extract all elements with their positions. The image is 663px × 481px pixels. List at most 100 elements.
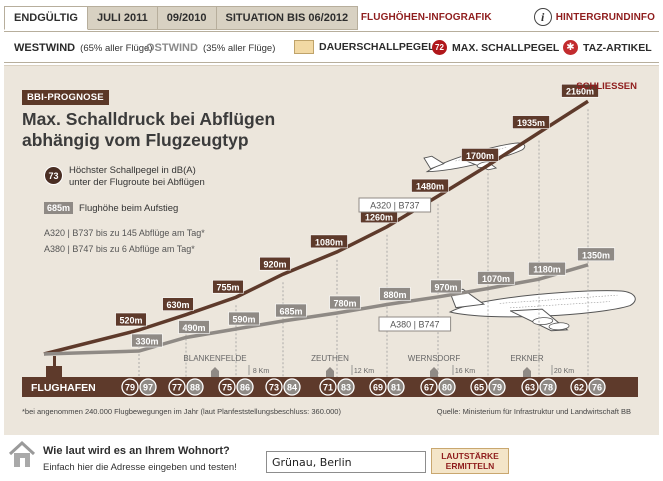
- calculate-volume-button[interactable]: LAUTSTÄRKE ERMITTELN: [431, 448, 509, 474]
- a320-altitude-label: 1935m: [517, 118, 545, 128]
- paw-icon: ✱: [563, 40, 578, 55]
- a320-altitude-label-box: [411, 178, 449, 193]
- a380-db-circle: [139, 378, 157, 396]
- a320-altitude-label: 920m: [263, 260, 286, 270]
- a320-db-circle: [319, 378, 337, 396]
- hintergrundinfo-link[interactable]: HINTERGRUNDINFO: [555, 11, 655, 23]
- ostwind-share: (35% aller Flüge): [203, 43, 276, 54]
- a380-db-value: 83: [341, 383, 351, 393]
- a380-db-circle: [387, 378, 405, 396]
- prognose-panel: FLUGHAFEN 520m 630m 755m 920m 1080m 1260m 1480m…: [4, 65, 659, 435]
- a380-db-circle: [539, 378, 557, 396]
- a320-altitude-label: 755m: [216, 283, 239, 293]
- a380-altitude-label-box: [228, 311, 260, 326]
- a320-flight-line: [43, 99, 589, 356]
- address-bar: Wie laut wird es an Ihrem Wohnort? Einfa…: [0, 435, 663, 481]
- a380-db-value: 88: [190, 383, 200, 393]
- km-label: 12 Km: [354, 368, 374, 375]
- place-label: WERNSDORF: [408, 354, 461, 363]
- tower-icon: [46, 366, 62, 377]
- prognose-badge: BBI-PROGNOSE: [22, 90, 109, 105]
- westwind-toggle[interactable]: WESTWIND (65% aller Flüge): [14, 42, 153, 54]
- a380-altitude-label: 780m: [333, 298, 356, 308]
- a320-altitude-label-box: [259, 256, 291, 271]
- a320-altitude-label-box: [115, 312, 147, 327]
- tower-mast: [53, 356, 56, 366]
- tab-endgueltig[interactable]: ENDGÜLTIG: [4, 6, 88, 30]
- taz-label: TAZ-ARTIKEL: [583, 41, 652, 54]
- a380-db-circle: [236, 378, 254, 396]
- max-schall-toggle[interactable]: 72 MAX. SCHALLPEGEL: [432, 40, 559, 55]
- address-hint: Einfach hier die Adresse eingeben und te…: [43, 462, 237, 473]
- a380-altitude-label: 970m: [434, 282, 457, 292]
- flughafen-label: FLUGHAFEN: [31, 382, 96, 394]
- note-a380: A380 | B747 bis zu 6 Abflüge am Tag*: [44, 244, 195, 254]
- legend-level-line1: Höchster Schallpegel in dB(A): [69, 165, 196, 176]
- a320-db-circle: [570, 378, 588, 396]
- airplanes: [423, 142, 636, 332]
- tab-situation-2012[interactable]: SITUATION BIS 06/2012: [216, 6, 359, 30]
- a380-altitude-label-box: [577, 247, 615, 262]
- a380-db-value: 76: [592, 383, 602, 393]
- taz-toggle[interactable]: ✱ TAZ-ARTIKEL: [563, 40, 652, 55]
- a380-altitude-label-box: [430, 279, 462, 294]
- a380-db-value: 79: [492, 383, 502, 393]
- a320-db-value: 63: [525, 383, 535, 393]
- a380-altitude-label-box: [178, 320, 210, 334]
- footnote: *bei angenommen 240.000 Flugbewegungen i…: [22, 407, 341, 416]
- ostwind-toggle[interactable]: OSTWIND (35% aller Flüge): [146, 42, 275, 54]
- a320-db-value: 73: [269, 383, 279, 393]
- a320-altitude-label-box: [512, 115, 550, 129]
- a380-db-circle: [438, 378, 456, 396]
- a380-db-circle: [337, 378, 355, 396]
- km-label: 8 Km: [253, 368, 270, 375]
- legend-altitude: 685m Flughöhe beim Aufstieg: [44, 202, 178, 214]
- a320-altitude-label: 1260m: [365, 212, 393, 222]
- a380-db-value: 78: [543, 383, 553, 393]
- place-house-icon: [211, 367, 219, 377]
- westwind-label: WESTWIND: [14, 42, 76, 54]
- a380-altitude-label: 1350m: [582, 250, 610, 260]
- a380-db-value: 97: [143, 383, 153, 393]
- a380-altitude-label: 1070m: [482, 274, 510, 284]
- a320-db-value: 79: [125, 383, 135, 393]
- a380-db-value: 86: [240, 383, 250, 393]
- address-input[interactable]: [266, 451, 426, 473]
- a320-altitude-label-box: [162, 297, 194, 311]
- tab-09-2010[interactable]: 09/2010: [157, 6, 217, 30]
- place-label: ERKNER: [510, 354, 544, 363]
- a380-series-tag-box: [378, 316, 452, 332]
- flight-chart: FLUGHAFEN 520m 630m 755m 920m 1080m 1260m 1480m…: [22, 83, 638, 397]
- km-label: 16 Km: [455, 368, 475, 375]
- place-house-icon: [523, 367, 531, 377]
- a320-altitude-label-box: [212, 279, 244, 294]
- a320-altitude-label: 2160m: [566, 87, 594, 97]
- filter-bar: WESTWIND (65% aller Flüge) OSTWIND (35% …: [4, 31, 659, 63]
- a380-altitude-label-box: [528, 261, 566, 276]
- a320-db-circle: [521, 378, 539, 396]
- a380-db-circle: [283, 378, 301, 396]
- calculate-button-line1: LAUTSTÄRKE: [441, 451, 499, 461]
- place-house-icon: [326, 367, 334, 377]
- a380-db-value: 81: [391, 383, 401, 393]
- address-question: Wie laut wird es an Ihrem Wohnort?: [43, 445, 230, 457]
- westwind-share: (65% aller Flüge): [80, 43, 153, 54]
- place-label: ZEUTHEN: [311, 354, 349, 363]
- tab-juli-2011[interactable]: JULI 2011: [87, 6, 158, 30]
- a320-db-circle: [470, 378, 488, 396]
- close-button[interactable]: SCHLIESSEN: [576, 81, 637, 92]
- dauerschall-swatch-icon: [294, 40, 314, 54]
- a380-db-circle: [186, 378, 204, 396]
- a320-db-value: 77: [172, 383, 182, 393]
- dauerschall-label: DAUERSCHALLPEGEL: [319, 41, 435, 53]
- info-icon[interactable]: i: [533, 8, 552, 26]
- a320-db-value: 69: [373, 383, 383, 393]
- dauerschall-toggle[interactable]: DAUERSCHALLPEGEL: [294, 40, 435, 54]
- a380-altitude-label-box: [379, 287, 411, 301]
- infografik-link[interactable]: FLUGHÖHEN-INFOGRAFIK: [360, 11, 492, 23]
- a320-db-value: 62: [574, 383, 584, 393]
- a380-altitude-label: 590m: [232, 315, 255, 325]
- a380-altitude-label: 685m: [279, 307, 302, 317]
- a320-db-value: 67: [424, 383, 434, 393]
- km-label: 20 Km: [554, 368, 574, 375]
